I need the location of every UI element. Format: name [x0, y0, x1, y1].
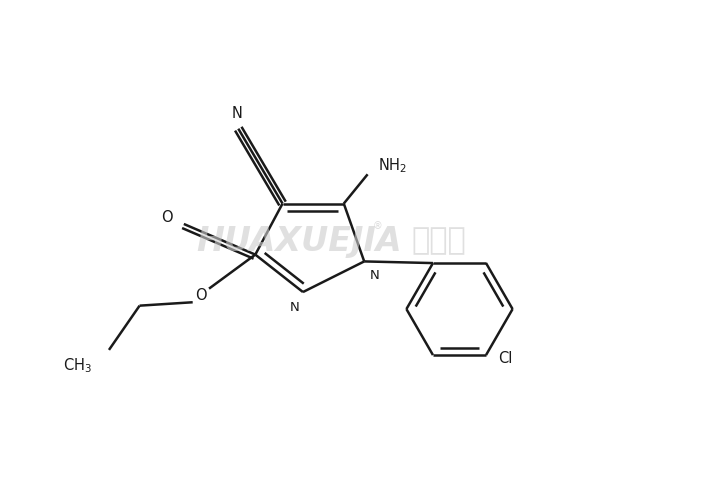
Text: 化学加: 化学加: [412, 227, 467, 255]
Text: N: N: [232, 106, 242, 121]
Text: NH$_2$: NH$_2$: [378, 157, 407, 175]
Text: ®: ®: [373, 221, 383, 231]
Text: CH$_3$: CH$_3$: [63, 356, 92, 375]
Text: Cl: Cl: [498, 351, 513, 366]
Text: O: O: [161, 210, 173, 225]
Text: HUAXUEJIA: HUAXUEJIA: [197, 225, 402, 257]
Text: N: N: [290, 300, 299, 313]
Text: O: O: [195, 288, 207, 303]
Text: N: N: [370, 268, 379, 281]
